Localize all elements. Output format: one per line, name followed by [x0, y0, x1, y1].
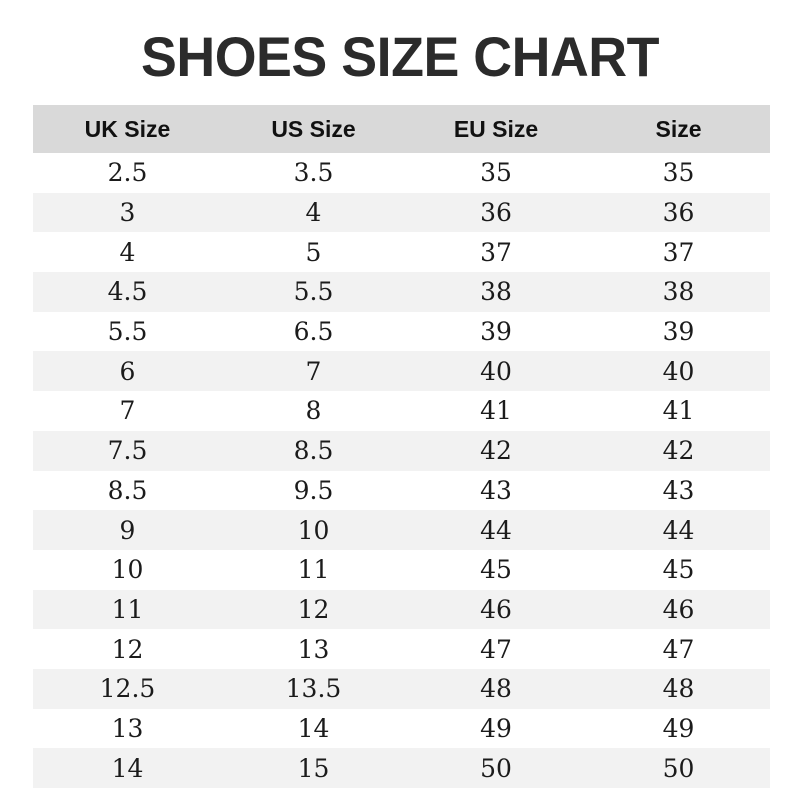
cell-us: 9.5 [293, 475, 334, 505]
page-title: SHOES SIZE CHART [140, 25, 660, 88]
cell-size: 42 [662, 436, 695, 466]
table-row: 2.5 3.5 35 35 [33, 153, 770, 193]
table-row: 5.5 6.5 39 39 [33, 311, 770, 352]
table-row: 4.5 5.5 38 38 [33, 272, 770, 312]
cell-eu: 39 [480, 317, 512, 347]
cell-eu: 45 [480, 555, 512, 585]
cell-us: 13.5 [285, 674, 342, 704]
cell-size: 40 [662, 356, 695, 386]
cell-size: 46 [662, 594, 695, 624]
cell-eu: 49 [480, 713, 512, 743]
cell-uk: 7 [119, 396, 136, 426]
cell-us: 14 [297, 713, 330, 743]
cell-us: 3.5 [293, 158, 334, 188]
table-body: 2.5 3.5 35 35 3 4 36 36 4 5 37 37 4.5 5.5 38 38 5.5 6.5 39… [33, 153, 770, 788]
table-row: 4 5 37 37 [33, 232, 770, 273]
cell-size: 41 [662, 396, 695, 426]
table-row: 9 10 44 44 [33, 510, 770, 550]
cell-us: 13 [297, 634, 330, 664]
cell-uk: 12 [111, 634, 144, 664]
cell-uk: 8.5 [107, 475, 148, 505]
cell-uk: 14 [111, 753, 144, 783]
table-header: UK Size US Size EU Size Size [33, 105, 770, 153]
cell-size: 37 [662, 237, 695, 267]
cell-uk: 11 [111, 594, 144, 624]
cell-us: 12 [297, 594, 330, 624]
cell-eu: 41 [480, 396, 512, 426]
table-row: 8.5 9.5 43 43 [33, 470, 770, 511]
cell-uk: 4 [119, 237, 136, 267]
cell-us: 4 [305, 198, 322, 228]
table-row: 10 11 45 45 [33, 549, 770, 590]
cell-eu: 40 [480, 356, 512, 386]
cell-us: 8 [305, 396, 322, 426]
cell-size: 49 [662, 713, 695, 743]
table-row: 12.5 13.5 48 48 [33, 668, 770, 709]
cell-uk: 4.5 [107, 277, 148, 307]
table-header-row: UK Size US Size EU Size Size [33, 105, 770, 153]
cell-size: 38 [662, 277, 695, 307]
cell-uk: 6 [119, 356, 136, 386]
table-row: 11 12 46 46 [33, 589, 770, 630]
table-row: 3 4 36 36 [33, 192, 770, 233]
cell-eu: 48 [480, 674, 512, 704]
column-header-size: Size [655, 115, 702, 142]
column-header-eu-size: EU Size [453, 115, 539, 142]
cell-us: 5.5 [293, 277, 334, 307]
column-header-us-size: US Size [271, 115, 356, 142]
cell-eu: 47 [480, 634, 512, 664]
cell-eu: 35 [480, 158, 512, 188]
cell-size: 47 [662, 634, 695, 664]
cell-eu: 46 [480, 594, 512, 624]
cell-size: 44 [662, 515, 695, 545]
cell-uk: 10 [111, 555, 144, 585]
table-row: 14 15 50 50 [33, 748, 770, 788]
cell-eu: 37 [480, 237, 512, 267]
cell-us: 11 [297, 555, 330, 585]
cell-us: 15 [297, 753, 330, 783]
cell-eu: 38 [480, 277, 512, 307]
table-row: 13 14 49 49 [33, 708, 770, 749]
cell-us: 7 [305, 356, 322, 386]
cell-uk: 12.5 [99, 674, 156, 704]
cell-uk: 3 [119, 198, 136, 228]
cell-uk: 13 [111, 713, 144, 743]
cell-size: 48 [662, 674, 695, 704]
cell-uk: 7.5 [107, 436, 148, 466]
cell-size: 45 [662, 555, 695, 585]
cell-eu: 42 [480, 436, 512, 466]
size-table: UK Size US Size EU Size Size 2.5 3.5 35 35 3… [33, 105, 770, 788]
table-row: 6 7 40 40 [33, 351, 770, 392]
cell-uk: 2.5 [107, 158, 148, 188]
size-table-container: UK Size US Size EU Size Size 2.5 3.5 35 35 3… [33, 105, 770, 788]
cell-size: 43 [662, 475, 695, 505]
cell-eu: 36 [480, 198, 512, 228]
cell-eu: 50 [480, 753, 512, 783]
cell-uk: 5.5 [107, 317, 148, 347]
cell-eu: 43 [480, 475, 512, 505]
cell-us: 6.5 [293, 317, 334, 347]
cell-us: 5 [305, 237, 322, 267]
cell-size: 50 [662, 753, 695, 783]
cell-uk: 9 [119, 515, 136, 545]
cell-size: 36 [662, 198, 695, 228]
table-row: 7.5 8.5 42 42 [33, 430, 770, 471]
column-header-uk-size: UK Size [84, 115, 171, 142]
cell-us: 10 [297, 515, 330, 545]
cell-size: 35 [662, 158, 695, 188]
cell-us: 8.5 [293, 436, 334, 466]
cell-eu: 44 [480, 515, 512, 545]
table-row: 7 8 41 41 [33, 391, 770, 431]
table-row: 12 13 47 47 [33, 629, 770, 669]
cell-size: 39 [662, 317, 695, 347]
